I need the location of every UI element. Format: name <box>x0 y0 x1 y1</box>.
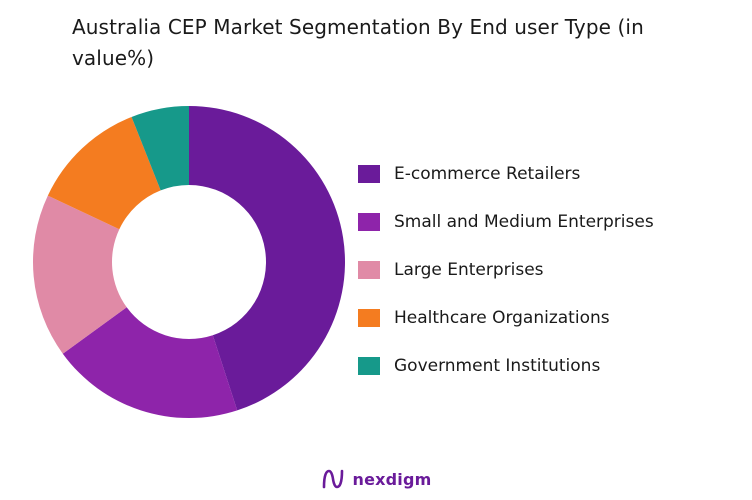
legend-swatch <box>358 165 380 183</box>
donut-slice-small-and-medium-enterprises <box>62 307 238 418</box>
nexdigm-logo-icon <box>323 469 344 489</box>
donut-slice-e-commerce-retailers <box>189 106 345 411</box>
donut-slice-government-institutions <box>131 106 189 191</box>
legend-item: Government Institutions <box>358 342 654 390</box>
legend-item: Small and Medium Enterprises <box>358 198 654 246</box>
legend-swatch <box>358 213 380 231</box>
legend-label: E-commerce Retailers <box>394 164 581 184</box>
brand-logo: nexdigm <box>0 466 752 492</box>
donut-slice-healthcare-organizations <box>47 116 161 230</box>
legend-swatch <box>358 357 380 375</box>
legend-label: Healthcare Organizations <box>394 308 610 328</box>
legend-item: Large Enterprises <box>358 246 654 294</box>
legend-swatch <box>358 261 380 279</box>
legend-item: E-commerce Retailers <box>358 150 654 198</box>
legend-label: Small and Medium Enterprises <box>394 212 654 232</box>
donut-slice-large-enterprises <box>33 195 127 354</box>
legend-item: Healthcare Organizations <box>358 294 654 342</box>
chart-title: Australia CEP Market Segmentation By End… <box>72 15 644 70</box>
donut-slices <box>33 106 345 418</box>
chart-legend: E-commerce Retailers Small and Medium Ent… <box>358 150 654 390</box>
legend-label: Large Enterprises <box>394 260 544 280</box>
legend-swatch <box>358 309 380 327</box>
brand-name: nexdigm <box>352 469 432 489</box>
legend-label: Government Institutions <box>394 356 601 376</box>
